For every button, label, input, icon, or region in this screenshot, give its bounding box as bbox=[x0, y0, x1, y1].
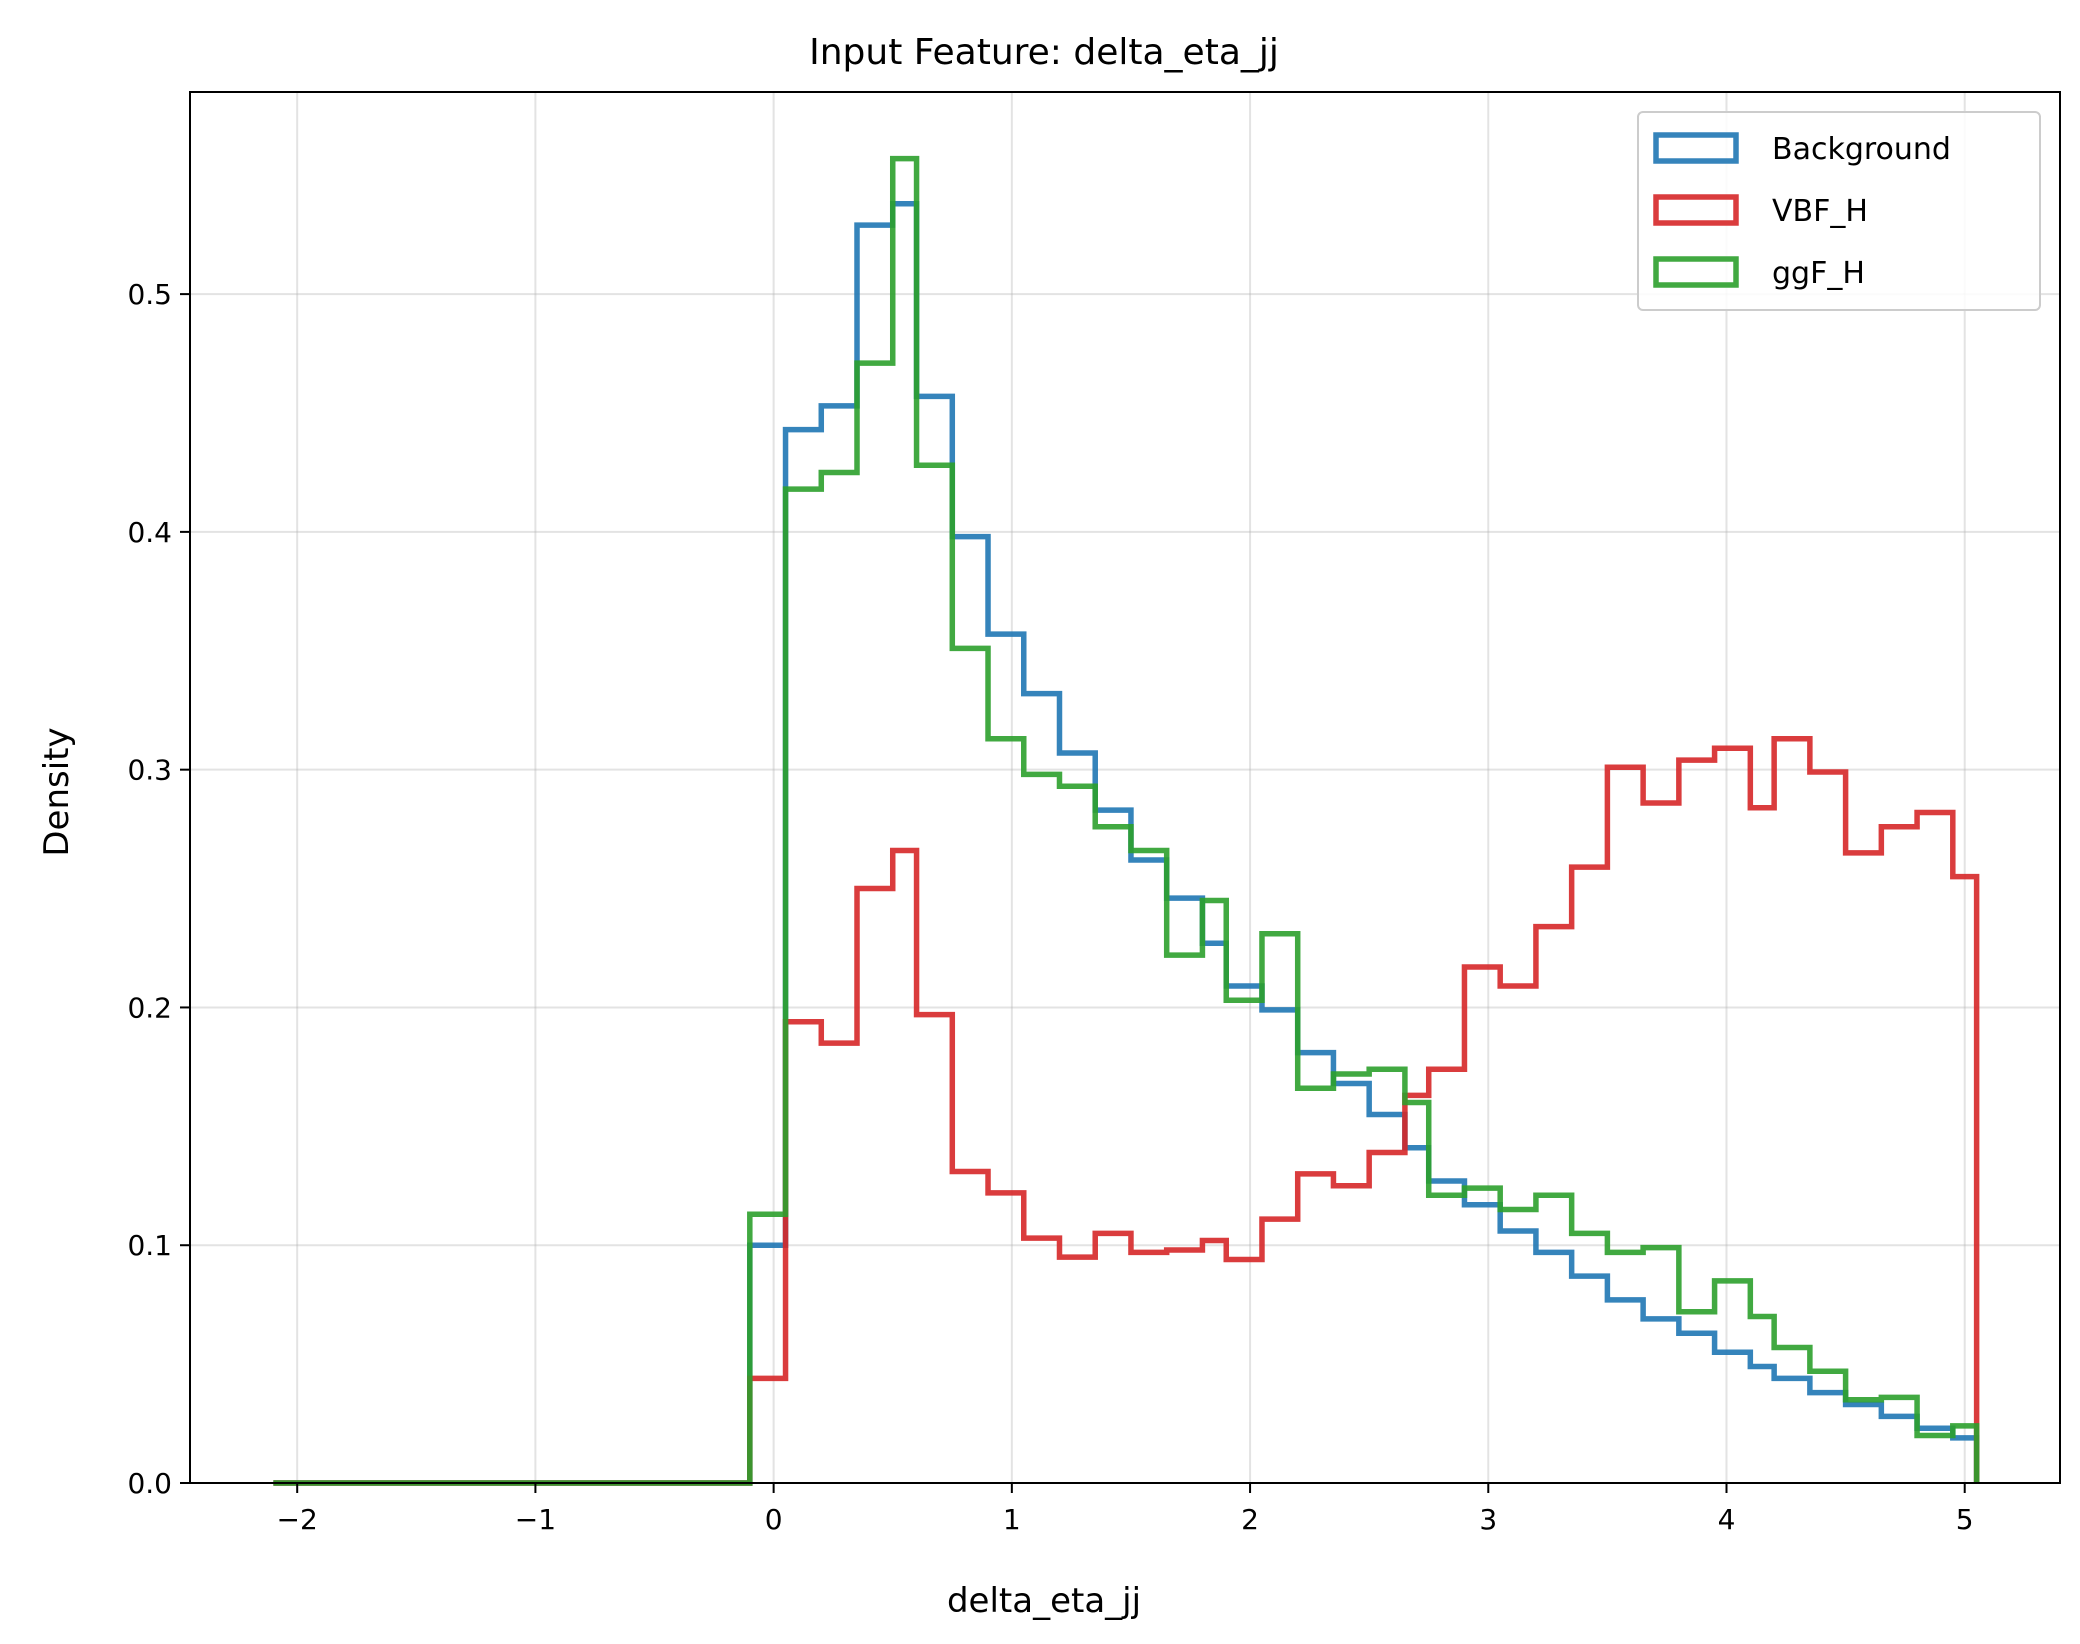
x-tick-label: −2 bbox=[277, 1503, 318, 1536]
y-tick-label: 0.4 bbox=[127, 516, 172, 549]
legend-swatch bbox=[1653, 194, 1739, 226]
x-tick-label: 1 bbox=[1003, 1503, 1021, 1536]
legend-label: ggF_H bbox=[1772, 256, 1865, 291]
y-axis-ticks: 0.0 0.1 0.2 0.3 0.4 0.5 bbox=[127, 278, 190, 1500]
legend-label: Background bbox=[1772, 132, 1951, 167]
y-tick-label: 0.0 bbox=[127, 1467, 172, 1500]
legend: Background VBF_H ggF_H bbox=[1637, 111, 2041, 311]
series-ggf-h bbox=[273, 155, 1980, 1486]
x-tick-label: 0 bbox=[765, 1503, 783, 1536]
series-layer bbox=[273, 155, 1980, 1486]
y-tick-label: 0.3 bbox=[127, 754, 172, 787]
plot-frame bbox=[189, 91, 2061, 1484]
chart-title: Input Feature: delta_eta_jj bbox=[809, 32, 1279, 73]
x-axis-label: delta_eta_jj bbox=[947, 1581, 1141, 1621]
y-axis-label: Density bbox=[37, 727, 77, 856]
series-background bbox=[273, 201, 1980, 1486]
x-tick-label: 2 bbox=[1241, 1503, 1259, 1536]
x-tick-label: −1 bbox=[515, 1503, 556, 1536]
x-tick-label: 5 bbox=[1956, 1503, 1974, 1536]
y-tick-label: 0.5 bbox=[127, 278, 172, 311]
legend-swatch bbox=[1653, 256, 1739, 288]
x-tick-label: 3 bbox=[1479, 1503, 1497, 1536]
series-vbf-h bbox=[273, 736, 1980, 1486]
y-tick-label: 0.1 bbox=[127, 1229, 172, 1262]
x-tick-label: 4 bbox=[1718, 1503, 1736, 1536]
legend-swatch bbox=[1653, 132, 1739, 164]
legend-label: VBF_H bbox=[1772, 194, 1868, 229]
y-tick-label: 0.2 bbox=[127, 991, 172, 1024]
x-axis-ticks: −2 −1 0 1 2 3 4 5 bbox=[277, 1483, 1974, 1536]
